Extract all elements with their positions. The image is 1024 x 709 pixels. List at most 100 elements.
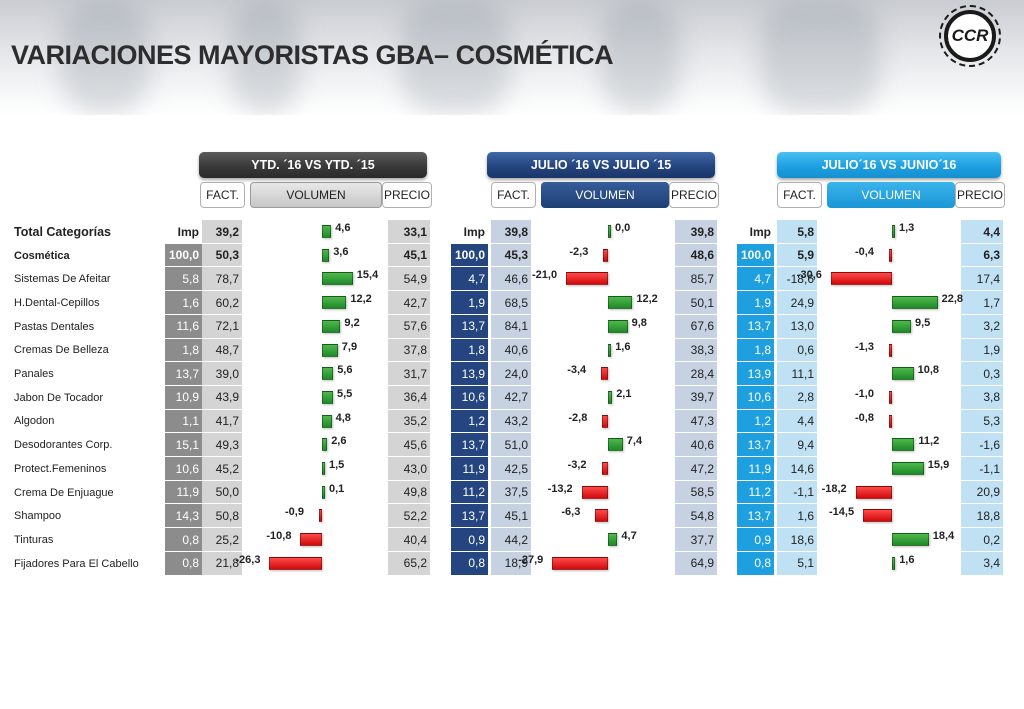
- volumen-bar: [322, 343, 338, 357]
- fact-value: 4,4: [777, 409, 817, 433]
- fact-value: 45,1: [491, 504, 531, 528]
- precio-value: 40,6: [675, 433, 717, 457]
- precio-value: 50,1: [675, 291, 717, 315]
- row-divider: [737, 574, 1003, 576]
- volumen-label: 9,5: [915, 316, 931, 329]
- volumen-bar: [601, 462, 608, 475]
- volumen-label: -13,2: [547, 482, 573, 495]
- group-header-2: JULIO´16 VS JUNIO´16: [777, 152, 1001, 178]
- row-divider: [737, 456, 1003, 457]
- row-divider: [737, 479, 1003, 481]
- volumen-label: -6,3: [561, 506, 581, 519]
- category-label: Algodon: [14, 415, 55, 428]
- precio-value: 3,2: [961, 314, 1003, 338]
- volumen-bar: [552, 556, 608, 570]
- volumen-label: 1,6: [899, 553, 915, 566]
- row-divider: [737, 550, 1003, 552]
- precio-value: 33,1: [388, 220, 430, 243]
- row-divider: [451, 384, 717, 386]
- row-divider: [165, 408, 430, 410]
- fact-value: 5,1: [777, 551, 817, 575]
- volumen-label: 0,1: [329, 482, 345, 495]
- precio-value: 0,2: [961, 528, 1003, 552]
- row-divider: [165, 337, 430, 339]
- category-label: Protect.Femeninos: [14, 462, 107, 475]
- precio-value: 5,3: [961, 409, 1003, 433]
- row-divider: [451, 290, 717, 292]
- volumen-bar: [892, 462, 924, 475]
- precio-value: 49,8: [388, 480, 430, 504]
- imp-value: 14,3: [165, 504, 202, 528]
- group-header-0: YTD. ´16 VS YTD. ´15: [199, 152, 427, 178]
- fact-value: 24,0: [491, 362, 531, 386]
- volumen-bar: [322, 438, 328, 452]
- fact-value: 21,8: [202, 551, 242, 575]
- category-label: Tinturas: [14, 533, 54, 546]
- volumen-label: -2,3: [569, 245, 589, 258]
- imp-value: 13,7: [165, 362, 202, 386]
- volumen-label: 5,6: [337, 364, 353, 377]
- imp-value: 4,7: [451, 267, 488, 291]
- category-label: Cosmética: [14, 249, 70, 262]
- fact-value: 50,8: [202, 504, 242, 528]
- volumen-bar: [300, 533, 322, 547]
- fact-value: 84,1: [491, 314, 531, 338]
- precio-value: 43,0: [388, 457, 430, 480]
- volumen-label: 2,1: [616, 387, 632, 400]
- volumen-bar: [892, 438, 915, 452]
- ccr-logo: CCR: [939, 5, 1001, 67]
- imp-value: 13,7: [451, 433, 488, 457]
- volumen-bar: [566, 272, 608, 286]
- imp-value: 1,9: [737, 291, 774, 315]
- fact-value: 1,6: [777, 504, 817, 528]
- category-label: Panales: [14, 368, 54, 381]
- row-divider: [165, 550, 430, 552]
- row-divider: [737, 432, 1003, 434]
- imp-value: 100,0: [451, 243, 488, 267]
- row-divider: [451, 479, 717, 481]
- volumen-label: -18,2: [821, 482, 847, 495]
- fact-value: 72,1: [202, 314, 242, 338]
- imp-value: 13,7: [737, 314, 774, 338]
- imp-value: 15,1: [165, 433, 202, 457]
- fact-value: 45,3: [491, 243, 531, 267]
- fact-value: 50,0: [202, 480, 242, 504]
- volumen-bar: [322, 296, 347, 310]
- volumen-label: -14,5: [829, 506, 855, 519]
- imp-value: 0,9: [451, 528, 488, 552]
- row-divider: [165, 266, 430, 268]
- volumen-label: -3,2: [567, 459, 587, 471]
- imp-value: 100,0: [165, 243, 202, 267]
- category-label: Jabon De Tocador: [14, 391, 104, 404]
- volumen-label: 4,8: [335, 411, 351, 424]
- row-divider: [165, 313, 430, 315]
- imp-value: 1,8: [451, 338, 488, 362]
- row-divider: [451, 527, 717, 529]
- volumen-label: 15,4: [356, 269, 379, 282]
- volumen-label: 11,2: [918, 435, 940, 448]
- volumen-label: 15,9: [927, 459, 950, 471]
- imp-value: 0,8: [165, 551, 202, 575]
- category-label: Pastas Dentales: [14, 320, 95, 333]
- volumen-bar: [322, 272, 353, 286]
- row-divider: [451, 432, 717, 434]
- precio-value: 37,7: [675, 528, 717, 552]
- volumen-label: 1,6: [615, 340, 631, 353]
- volumen-label: 5,5: [337, 387, 353, 400]
- sub-precio-0: PRECIO: [382, 182, 432, 208]
- volumen-label: 22,8: [941, 293, 964, 306]
- precio-value: 65,2: [388, 551, 430, 575]
- precio-value: 58,5: [675, 480, 717, 504]
- total-imp-value: 5,8: [777, 220, 817, 243]
- imp-value: 0,8: [165, 528, 202, 552]
- volumen-label: 4,7: [621, 530, 637, 543]
- precio-value: 35,2: [388, 409, 430, 433]
- row-divider: [451, 361, 717, 363]
- volumen-label: 12,2: [636, 293, 658, 306]
- volumen-label: 10,8: [917, 364, 940, 377]
- fact-value: 46,6: [491, 267, 531, 291]
- volumen-label: 18,4: [932, 530, 955, 543]
- volumen-label: -3,4: [567, 364, 587, 377]
- imp-value: 1,8: [165, 338, 202, 362]
- fact-value: 68,5: [491, 291, 531, 315]
